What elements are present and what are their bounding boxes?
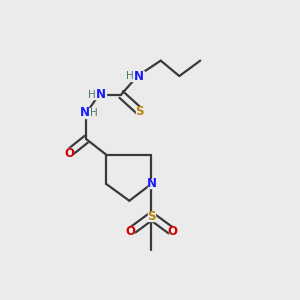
- Text: H: H: [88, 89, 95, 100]
- Text: S: S: [136, 105, 144, 118]
- Text: S: S: [147, 210, 156, 223]
- Bar: [65, 148, 73, 158]
- Text: H: H: [126, 71, 134, 81]
- Text: N: N: [146, 177, 156, 190]
- Text: O: O: [64, 146, 74, 160]
- Bar: [136, 107, 143, 116]
- Bar: [80, 108, 93, 118]
- Text: N: N: [80, 106, 89, 119]
- Bar: [148, 212, 155, 221]
- Text: N: N: [96, 88, 106, 101]
- Text: H: H: [90, 108, 98, 118]
- Bar: [93, 90, 106, 99]
- Text: O: O: [125, 225, 136, 238]
- Text: N: N: [134, 70, 144, 83]
- Bar: [148, 179, 155, 188]
- Bar: [131, 71, 144, 81]
- Text: O: O: [167, 225, 177, 238]
- Bar: [127, 227, 134, 236]
- Bar: [169, 227, 176, 236]
